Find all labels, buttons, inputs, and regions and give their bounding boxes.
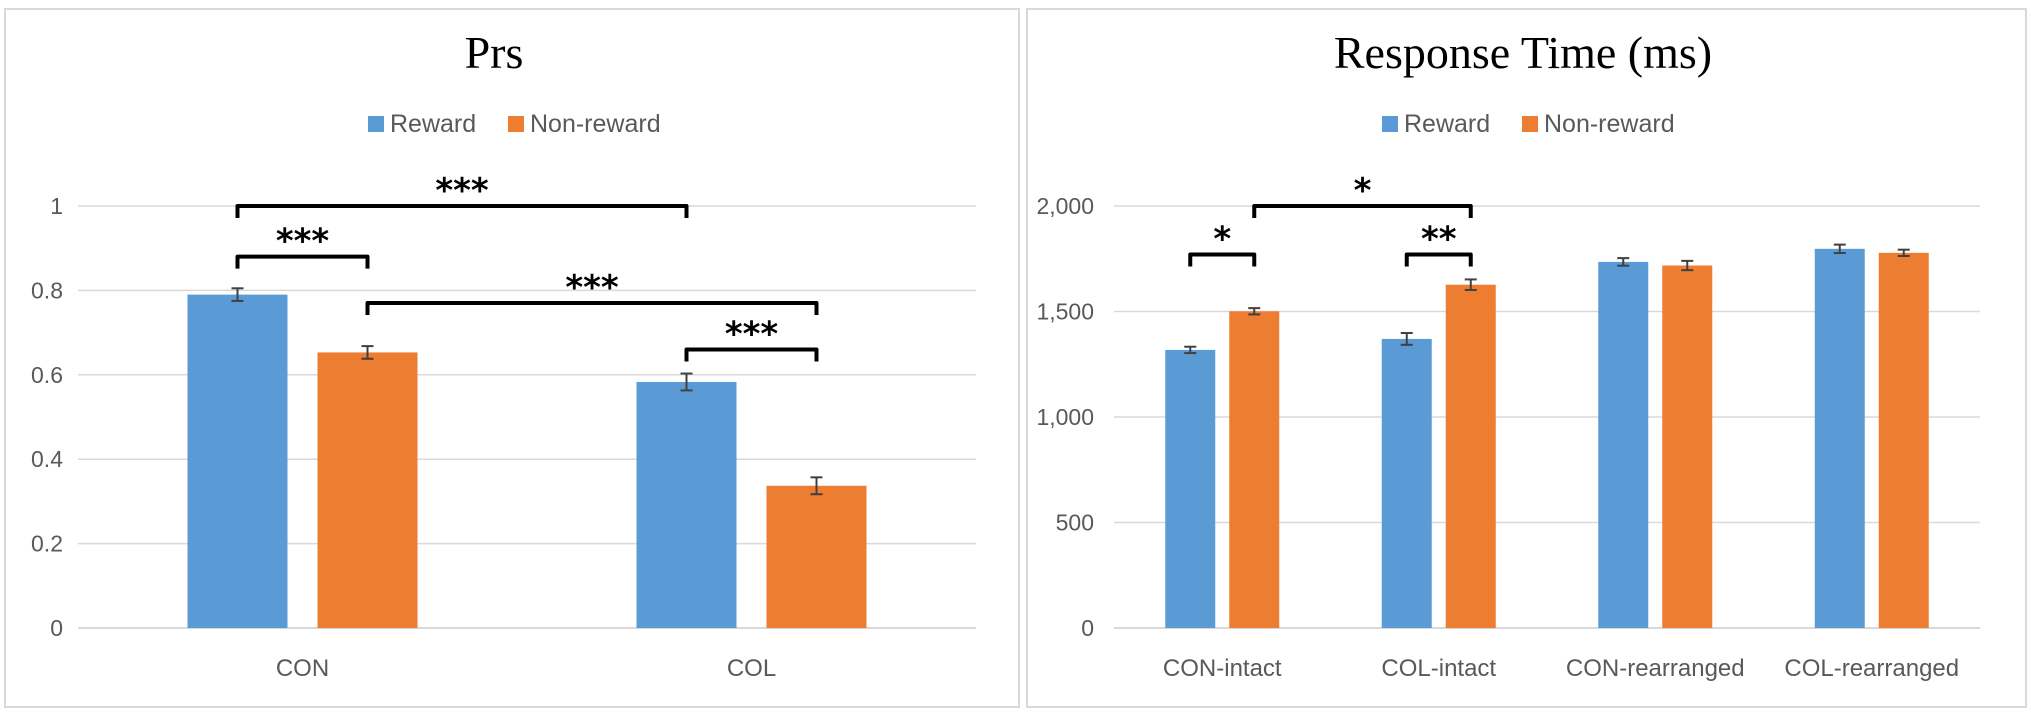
significance-label: *** [435,171,489,211]
bar-reward [1165,349,1216,628]
significance-bracket [365,301,819,316]
response-time-chart: Response Time (ms) Reward Non-reward 0 500 1,… [1036,27,1980,682]
chart-title: Response Time (ms) [1334,27,1712,78]
bar-nonreward [1229,311,1280,628]
bar-nonreward [766,485,867,628]
y-tick-label: 1 [50,193,63,219]
chart-title: Prs [465,27,524,78]
significance-label: * [1213,220,1231,260]
significance-label: * [1354,171,1372,211]
significance-bracket [1404,252,1473,267]
y-tick-label: 0 [50,615,63,641]
category-label: CON-intact [1163,655,1282,682]
bar-reward [1814,248,1865,628]
bar-nonreward [1662,265,1713,628]
y-tick-label: 1,500 [1036,299,1094,325]
legend-label-reward: Reward [390,110,476,138]
prs-chart-panel: Prs Reward Non-reward 0 0.2 0.4 0.6 0.8 1 CON COL *… [4,8,1020,708]
legend-swatch-nonreward [508,116,524,132]
legend-swatch-reward [368,116,384,132]
legend-swatch-nonreward [1522,116,1538,132]
category-label: COL-rearranged [1784,655,1959,682]
bar-reward [636,381,737,628]
category-label: COL [727,655,776,682]
y-tick-label: 1,000 [1036,404,1094,430]
significance-bracket [684,347,819,362]
bar-reward [1381,338,1432,628]
legend-label-nonreward: Non-reward [530,110,661,138]
significance-label: ** [1421,220,1457,260]
y-tick-label: 0.6 [31,362,63,388]
bar-reward [1598,261,1649,628]
legend-label-nonreward: Non-reward [1544,110,1675,138]
significance-bracket [1252,204,1473,218]
significance-bracket [1188,252,1257,267]
response-time-chart-panel: Response Time (ms) Reward Non-reward 0 500 1,… [1026,8,2027,708]
y-tick-label: 2,000 [1036,193,1094,219]
significance-label: *** [725,314,779,354]
significance-bracket [235,254,370,269]
significance-label: *** [276,222,330,262]
legend-label-reward: Reward [1404,110,1490,138]
y-tick-label: 0.2 [31,531,63,557]
prs-chart: Prs Reward Non-reward 0 0.2 0.4 0.6 0.8 1 CON COL *… [31,27,976,682]
y-tick-label: 0.8 [31,277,63,303]
category-label: CON [276,655,329,682]
significance-label: *** [565,268,619,308]
significance-bracket [235,204,689,218]
bar-reward [187,294,288,628]
y-tick-label: 0 [1081,615,1094,641]
legend-swatch-reward [1382,116,1398,132]
bar-nonreward [317,352,418,628]
bar-nonreward [1878,252,1929,629]
y-tick-label: 500 [1056,510,1094,536]
category-label: COL-intact [1381,655,1496,682]
category-label: CON-rearranged [1566,655,1745,682]
y-tick-label: 0.4 [31,446,63,472]
bar-nonreward [1445,284,1496,628]
